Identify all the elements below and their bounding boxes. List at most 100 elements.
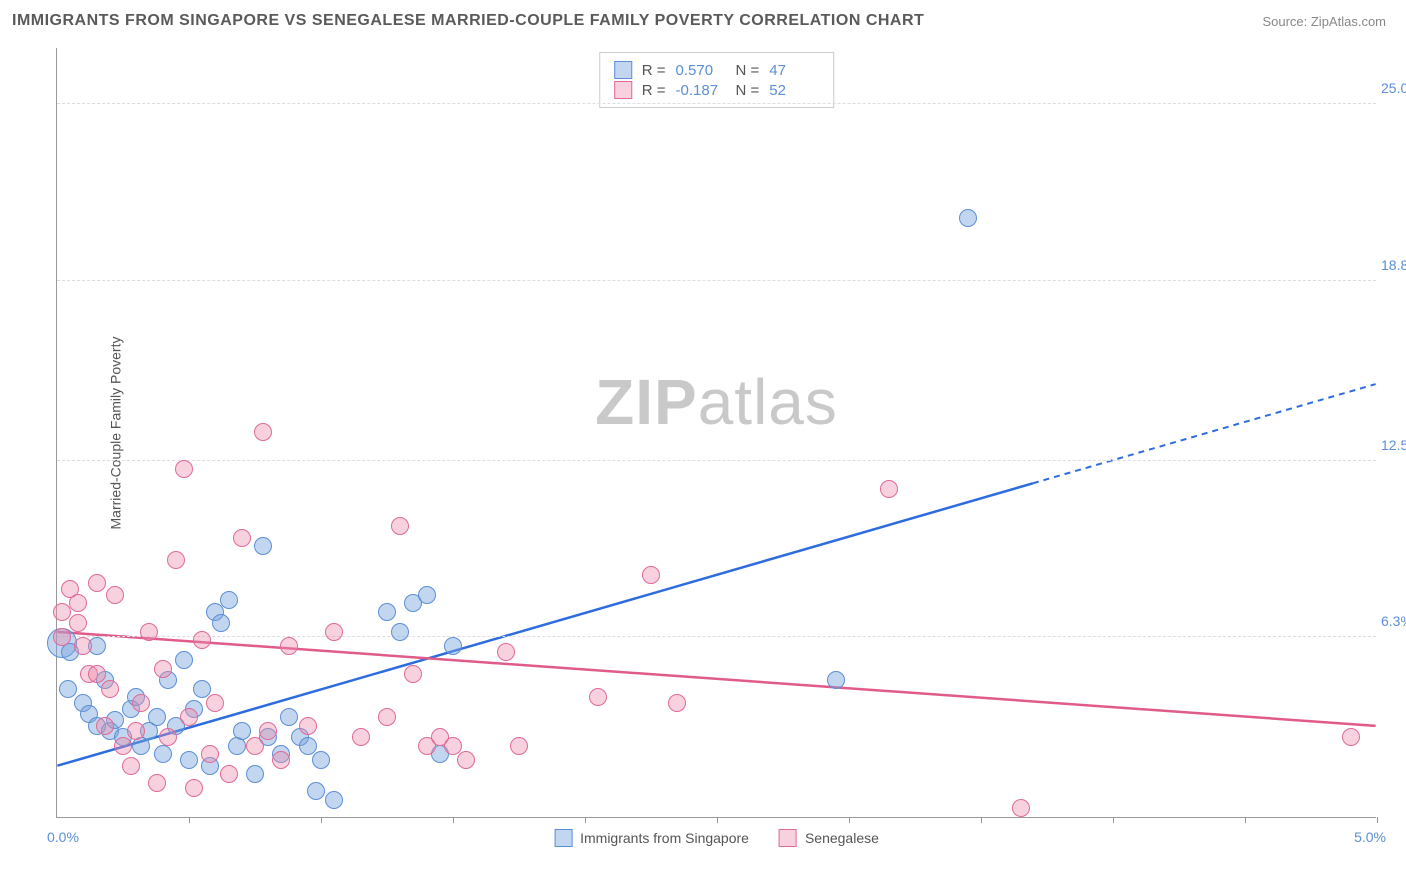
scatter-point <box>193 631 211 649</box>
scatter-point <box>96 717 114 735</box>
trend-line-solid <box>57 483 1033 765</box>
x-tick <box>981 817 982 823</box>
scatter-point <box>642 566 660 584</box>
legend-swatch <box>614 61 632 79</box>
bottom-legend: Immigrants from SingaporeSenegalese <box>554 829 879 847</box>
legend-stats-row: R =0.570N =47 <box>614 61 820 79</box>
watermark: ZIPatlas <box>595 365 838 439</box>
scatter-point <box>175 460 193 478</box>
scatter-point <box>106 586 124 604</box>
watermark-bold: ZIP <box>595 366 698 438</box>
scatter-point <box>299 717 317 735</box>
scatter-point <box>185 779 203 797</box>
legend-item: Immigrants from Singapore <box>554 829 749 847</box>
scatter-point <box>352 728 370 746</box>
x-tick <box>1245 817 1246 823</box>
scatter-point <box>88 665 106 683</box>
scatter-point <box>132 694 150 712</box>
scatter-point <box>69 594 87 612</box>
source-attribution: Source: ZipAtlas.com <box>1262 14 1386 29</box>
scatter-point <box>220 591 238 609</box>
stat-r-value: 0.570 <box>676 62 726 79</box>
scatter-point <box>154 660 172 678</box>
grid-line <box>57 280 1376 281</box>
scatter-point <box>457 751 475 769</box>
scatter-point <box>122 757 140 775</box>
scatter-point <box>391 623 409 641</box>
legend-stats-row: R =-0.187N =52 <box>614 81 820 99</box>
legend-swatch <box>779 829 797 847</box>
x-tick <box>1377 817 1378 823</box>
x-tick <box>585 817 586 823</box>
scatter-point <box>88 574 106 592</box>
scatter-point <box>254 537 272 555</box>
x-tick <box>717 817 718 823</box>
trend-line-solid <box>57 632 1375 726</box>
stat-r-label: R = <box>642 62 666 79</box>
scatter-point <box>312 751 330 769</box>
scatter-point <box>233 529 251 547</box>
scatter-point <box>589 688 607 706</box>
scatter-point <box>140 623 158 641</box>
scatter-point <box>246 737 264 755</box>
scatter-point <box>444 737 462 755</box>
x-tick <box>849 817 850 823</box>
y-tick-label: 6.3% <box>1381 613 1406 629</box>
scatter-point <box>272 751 290 769</box>
x-tick <box>321 817 322 823</box>
correlation-chart: IMMIGRANTS FROM SINGAPORE VS SENEGALESE … <box>0 0 1406 892</box>
scatter-point <box>233 722 251 740</box>
scatter-point <box>1342 728 1360 746</box>
scatter-point <box>378 708 396 726</box>
scatter-point <box>159 728 177 746</box>
scatter-point <box>497 643 515 661</box>
y-tick-label: 25.0% <box>1381 80 1406 96</box>
scatter-point <box>53 628 71 646</box>
trend-line-dashed <box>1033 384 1376 483</box>
x-tick <box>453 817 454 823</box>
scatter-point <box>280 637 298 655</box>
legend-swatch <box>554 829 572 847</box>
stat-n-value: 52 <box>769 82 819 99</box>
scatter-point <box>167 551 185 569</box>
legend-stats-box: R =0.570N =47R =-0.187N =52 <box>599 52 835 108</box>
scatter-point <box>201 745 219 763</box>
scatter-point <box>668 694 686 712</box>
scatter-point <box>180 751 198 769</box>
scatter-point <box>246 765 264 783</box>
scatter-point <box>510 737 528 755</box>
scatter-point <box>127 722 145 740</box>
x-axis-max-label: 5.0% <box>1354 829 1386 845</box>
scatter-point <box>74 637 92 655</box>
scatter-point <box>391 517 409 535</box>
scatter-point <box>259 722 277 740</box>
scatter-point <box>175 651 193 669</box>
plot-area: Married-Couple Family Poverty ZIPatlas R… <box>56 48 1376 818</box>
grid-line <box>57 636 1376 637</box>
grid-line <box>57 460 1376 461</box>
scatter-point <box>69 614 87 632</box>
stat-n-label: N = <box>736 82 760 99</box>
x-tick <box>1113 817 1114 823</box>
scatter-point <box>325 791 343 809</box>
scatter-point <box>880 480 898 498</box>
scatter-point <box>193 680 211 698</box>
scatter-point <box>254 423 272 441</box>
chart-title: IMMIGRANTS FROM SINGAPORE VS SENEGALESE … <box>12 12 924 30</box>
x-tick <box>189 817 190 823</box>
scatter-point <box>378 603 396 621</box>
scatter-point <box>325 623 343 641</box>
scatter-point <box>959 209 977 227</box>
y-tick-label: 12.5% <box>1381 437 1406 453</box>
scatter-point <box>299 737 317 755</box>
legend-series-name: Immigrants from Singapore <box>580 830 749 846</box>
stat-r-value: -0.187 <box>676 82 726 99</box>
scatter-point <box>148 708 166 726</box>
scatter-point <box>307 782 325 800</box>
scatter-point <box>101 680 119 698</box>
watermark-rest: atlas <box>698 366 838 438</box>
scatter-point <box>212 614 230 632</box>
scatter-point <box>114 737 132 755</box>
scatter-point <box>154 745 172 763</box>
stat-n-value: 47 <box>769 62 819 79</box>
